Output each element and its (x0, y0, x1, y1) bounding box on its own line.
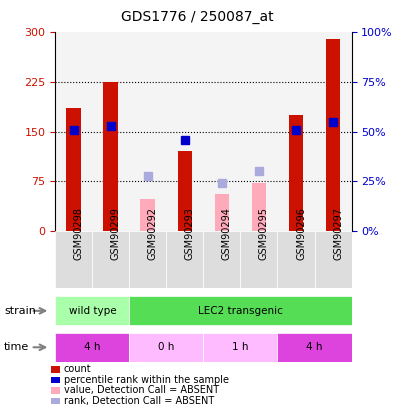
Bar (277, 333, 352, 362)
Bar (103, 82, 118, 231)
Bar (92, 32, 130, 231)
Text: count: count (64, 364, 92, 374)
Text: GSM90298: GSM90298 (74, 207, 84, 260)
Text: GSM90295: GSM90295 (259, 207, 269, 260)
Bar (203, 231, 241, 288)
Bar (55, 333, 130, 362)
Text: LEC2 transgenic: LEC2 transgenic (198, 306, 283, 316)
Text: rank, Detection Call = ABSENT: rank, Detection Call = ABSENT (64, 396, 214, 405)
Bar (166, 32, 203, 231)
Text: GDS1776 / 250087_at: GDS1776 / 250087_at (121, 10, 274, 24)
Bar (314, 32, 352, 231)
Bar (130, 32, 166, 231)
Bar (214, 194, 229, 231)
Bar (130, 231, 166, 288)
Text: time: time (4, 342, 29, 352)
Bar (289, 115, 303, 231)
Text: 4 h: 4 h (84, 342, 101, 352)
Text: 1 h: 1 h (232, 342, 249, 352)
Bar (55, 296, 130, 326)
Bar (92, 231, 130, 288)
Bar (141, 199, 155, 231)
Bar (177, 151, 192, 231)
Bar (55, 32, 92, 231)
Bar (241, 231, 277, 288)
Bar (130, 333, 203, 362)
Bar (66, 109, 81, 231)
Text: GSM90299: GSM90299 (111, 207, 121, 260)
Bar (203, 32, 241, 231)
Text: GSM90296: GSM90296 (296, 207, 306, 260)
Text: 4 h: 4 h (306, 342, 323, 352)
Bar (277, 32, 314, 231)
Text: wild type: wild type (68, 306, 116, 316)
Bar (314, 231, 352, 288)
Text: GSM90293: GSM90293 (185, 207, 195, 260)
Bar (55, 231, 92, 288)
Bar (203, 333, 277, 362)
Text: value, Detection Call = ABSENT: value, Detection Call = ABSENT (64, 386, 219, 395)
Bar (277, 231, 314, 288)
Bar (166, 231, 203, 288)
Text: percentile rank within the sample: percentile rank within the sample (64, 375, 229, 385)
Text: 0 h: 0 h (158, 342, 175, 352)
Text: GSM90294: GSM90294 (222, 207, 232, 260)
Text: strain: strain (4, 306, 36, 316)
Bar (252, 183, 266, 231)
Bar (241, 32, 277, 231)
Bar (325, 39, 340, 231)
Text: GSM90292: GSM90292 (148, 207, 158, 260)
Text: GSM90297: GSM90297 (333, 207, 343, 260)
Bar (130, 296, 352, 326)
